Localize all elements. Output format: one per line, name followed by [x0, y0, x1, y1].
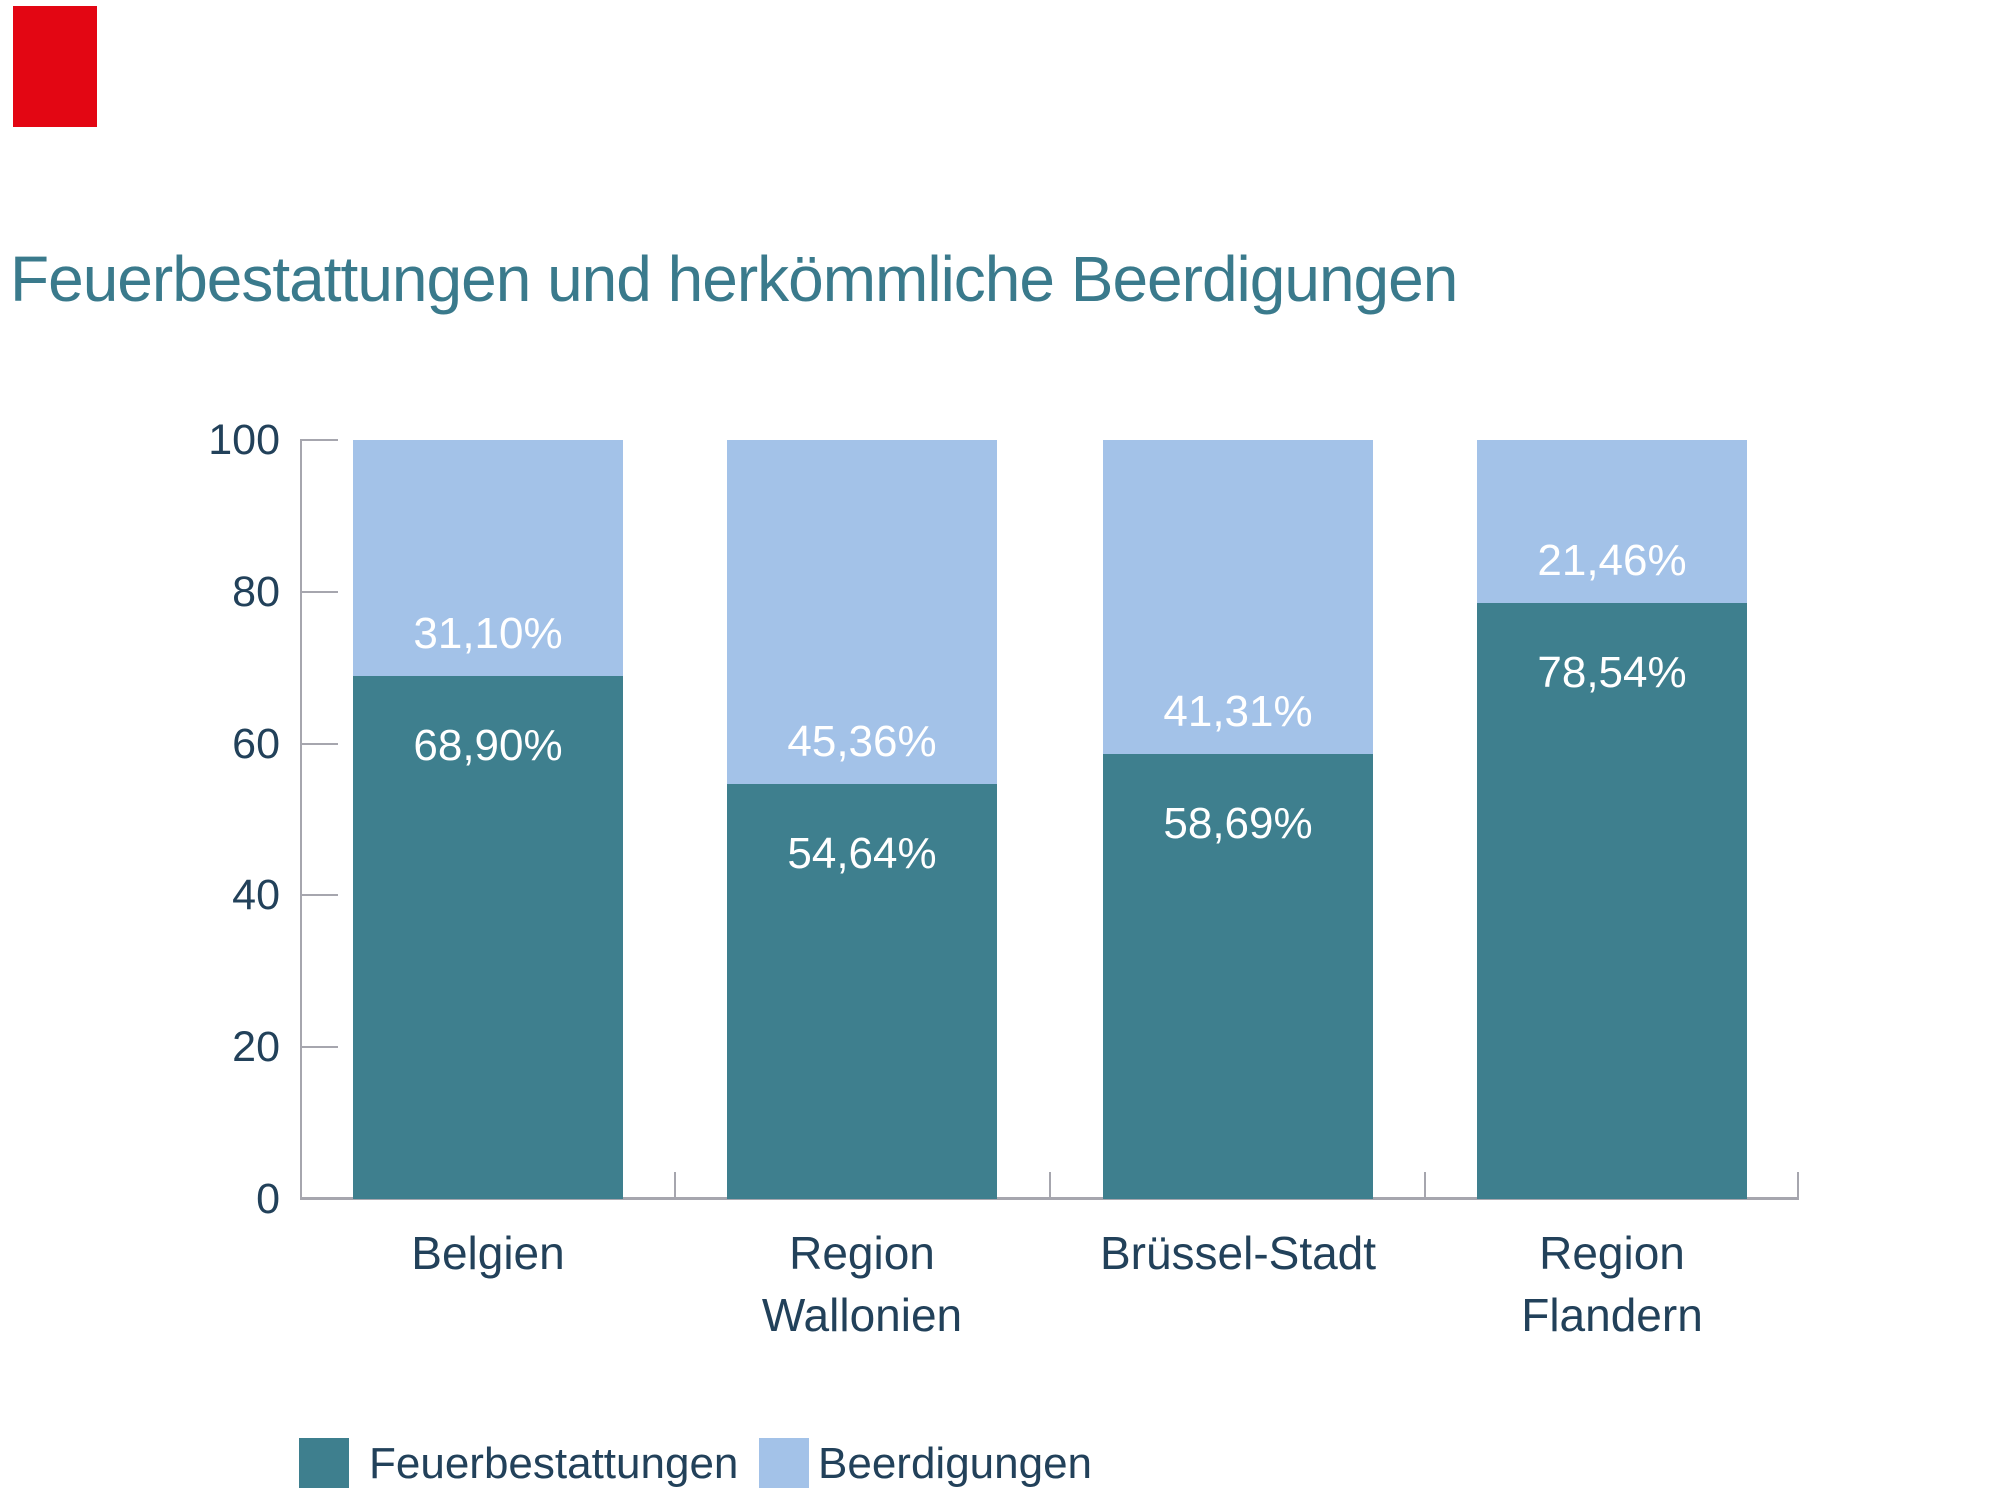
x-axis-tick: [674, 1172, 676, 1199]
bar-segment-beerdigungen: [1477, 440, 1747, 603]
bar-value-label-feuerbestattungen: 58,69%: [1163, 798, 1313, 848]
bar-segment-feuerbestattungen: [353, 676, 623, 1199]
bar-value-label-feuerbestattungen: 54,64%: [787, 829, 937, 879]
y-axis-tick: [300, 590, 338, 593]
stacked-bar-region-flandern: 21,46% 78,54%: [1477, 440, 1747, 1199]
y-axis-tick-label: 80: [232, 567, 280, 616]
brand-logo-red-square: [13, 6, 97, 127]
bar-segment-feuerbestattungen: [1477, 602, 1747, 1199]
bar-value-label-beerdigungen: 45,36%: [787, 717, 937, 767]
x-axis-tick: [1424, 1172, 1426, 1199]
y-axis-tick: [300, 1046, 338, 1049]
category-label: Region Flandern: [1521, 1227, 1703, 1341]
chart-title: Feuerbestattungen und herkömmliche Beerd…: [10, 243, 1458, 315]
stacked-bar-region-wallonien: 45,36% 54,64%: [727, 440, 997, 1199]
bar-segment-beerdigungen: [727, 440, 997, 785]
bar-value-label-feuerbestattungen: 78,54%: [1537, 647, 1687, 697]
bar-value-label-beerdigungen: 21,46%: [1537, 535, 1687, 585]
legend-label-feuerbestattungen: Feuerbestattungen: [369, 1439, 739, 1488]
bar-segment-feuerbestattungen: [727, 784, 997, 1199]
x-axis-tick: [1797, 1172, 1799, 1199]
y-axis-tick: [300, 439, 338, 441]
bar-value-label-beerdigungen: 31,10%: [413, 609, 563, 659]
category-label: Region Wallonien: [761, 1227, 963, 1341]
y-axis-tick: [300, 742, 338, 745]
x-axis-tick: [1049, 1172, 1051, 1199]
stacked-bar-belgien: 31,10% 68,90%: [353, 440, 623, 1199]
y-axis-tick-label: 0: [256, 1175, 280, 1223]
legend-swatch-beerdigungen: [759, 1438, 809, 1488]
bar-segment-feuerbestattungen: [1103, 753, 1373, 1199]
y-axis-line: [300, 440, 302, 1199]
category-label: Brüssel-Stadt: [1099, 1227, 1377, 1279]
bar-chart-plot-area: 0 20 40 60 80 100 31,10% 68,90% Belgien 45,36% 54,…: [208, 416, 1799, 1341]
y-axis-tick-label: 100: [208, 416, 280, 464]
bar-segment-beerdigungen: [353, 440, 623, 677]
legend-label-beerdigungen: Beerdigungen: [818, 1439, 1093, 1488]
bar-segment-beerdigungen: [1103, 440, 1373, 754]
category-label: Belgien: [411, 1227, 565, 1279]
bar-value-label-feuerbestattungen: 68,90%: [413, 721, 563, 771]
y-axis-tick-label: 60: [232, 719, 280, 768]
stacked-bar-br-ssel-stadt: 41,31% 58,69%: [1103, 440, 1373, 1199]
y-axis-tick-label: 20: [232, 1023, 280, 1072]
y-axis-tick: [300, 894, 338, 897]
legend-swatch-feuerbestattungen: [299, 1438, 349, 1488]
bar-value-label-beerdigungen: 41,31%: [1163, 686, 1313, 736]
y-axis-tick-label: 40: [232, 871, 280, 920]
